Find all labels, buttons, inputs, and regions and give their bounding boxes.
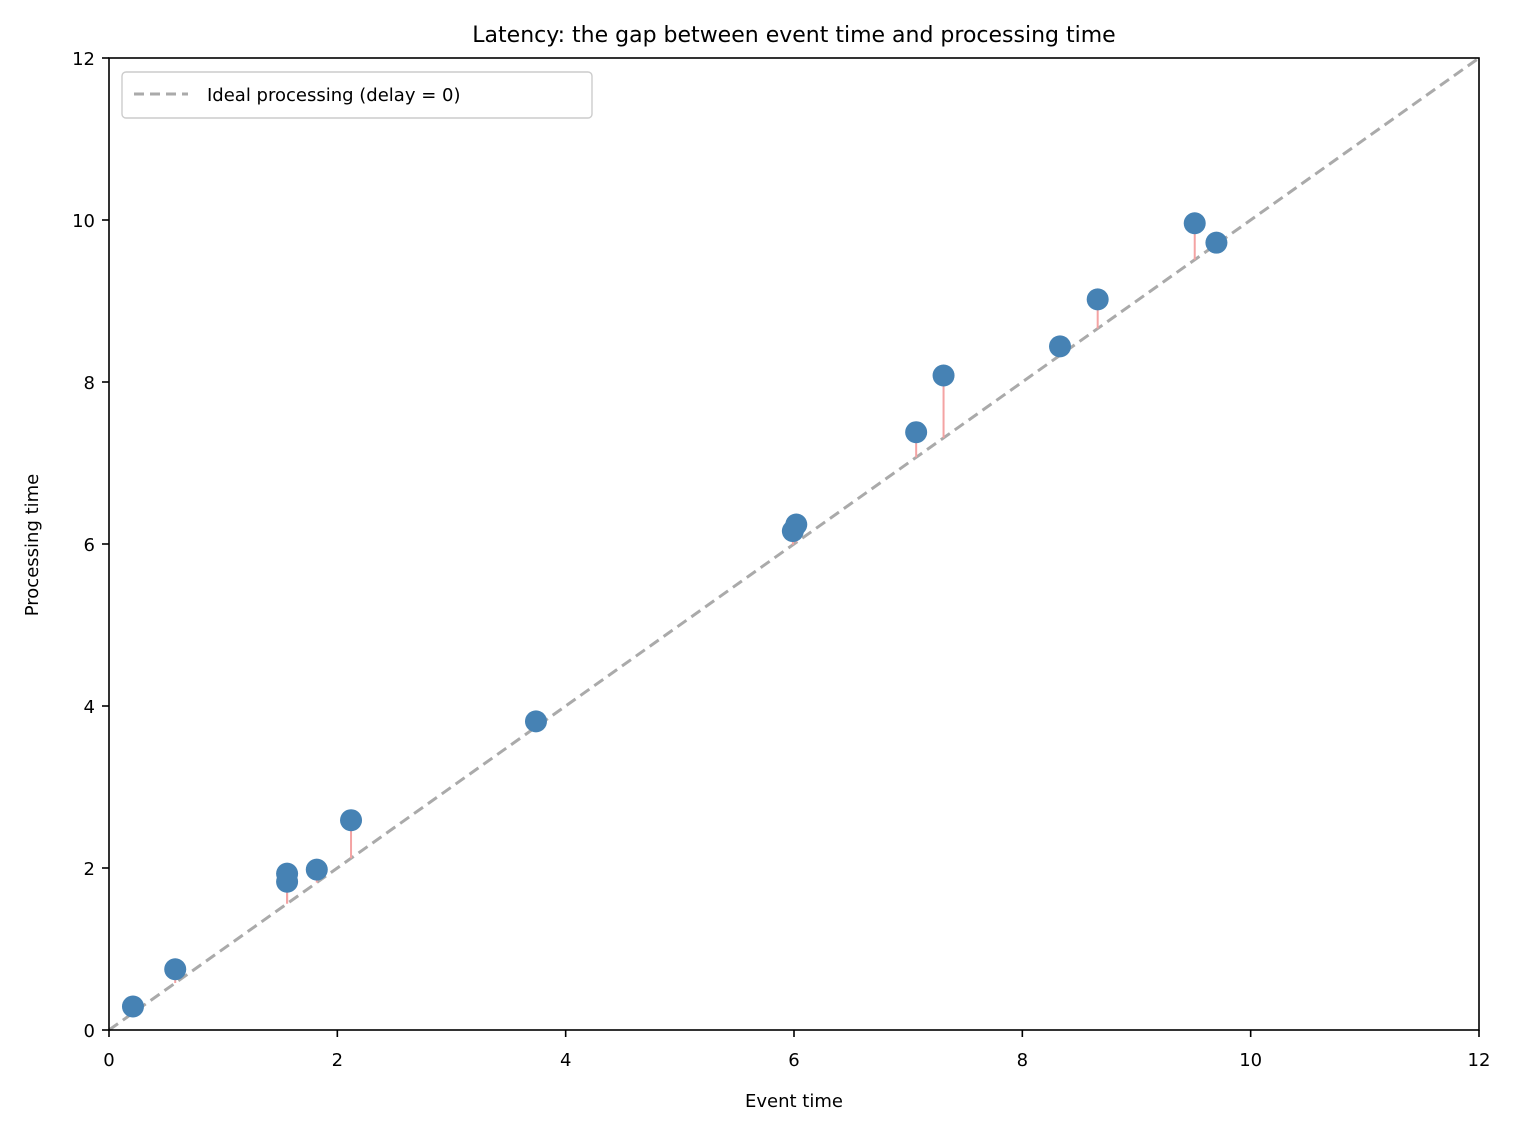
- x-tick-label-2: 2: [332, 1050, 343, 1071]
- x-tick-label-12: 12: [1468, 1050, 1491, 1071]
- y-axis-label: Processing time: [22, 474, 43, 617]
- chart-title: Latency: the gap between event time and …: [472, 23, 1115, 48]
- x-tick-label-8: 8: [1017, 1050, 1028, 1071]
- legend-label-ideal-processing: Ideal processing (delay = 0): [207, 85, 461, 106]
- x-axis-label: Event time: [745, 1091, 843, 1112]
- legend-box: [121, 71, 593, 119]
- data-point-1: [164, 958, 187, 981]
- data-point-10: [932, 364, 955, 387]
- data-point-6: [524, 710, 547, 733]
- y-tick-label-10: 10: [72, 211, 95, 232]
- y-tick-label-6: 6: [84, 535, 95, 556]
- y-tick-label-12: 12: [72, 49, 95, 70]
- x-tick-label-0: 0: [103, 1050, 114, 1071]
- x-tick-label-10: 10: [1239, 1050, 1262, 1071]
- y-tick-label-0: 0: [84, 1021, 95, 1042]
- x-tick-label-6: 6: [788, 1050, 799, 1071]
- legend: Ideal processing (delay = 0): [121, 71, 593, 119]
- data-point-14: [1205, 231, 1228, 254]
- data-point-3: [276, 862, 299, 885]
- y-axis-ticks: 0 2 4 6 8 10 12: [72, 49, 109, 1042]
- x-axis-ticks: 0 2 4 6 8 10 12: [103, 1030, 1490, 1071]
- data-point-9: [905, 421, 928, 444]
- data-point-11: [1049, 335, 1072, 358]
- ideal-processing-line: [108, 56, 1480, 1032]
- y-tick-label-2: 2: [84, 859, 95, 880]
- x-tick-label-4: 4: [560, 1050, 571, 1071]
- data-point-0: [121, 995, 144, 1018]
- data-point-12: [1086, 288, 1109, 311]
- y-tick-label-4: 4: [84, 697, 95, 718]
- y-tick-label-8: 8: [84, 373, 95, 394]
- plot-area: [108, 56, 1480, 1032]
- data-point-8: [785, 513, 808, 536]
- data-point-4: [305, 858, 328, 881]
- data-point-5: [340, 809, 363, 832]
- data-point-13: [1183, 212, 1206, 235]
